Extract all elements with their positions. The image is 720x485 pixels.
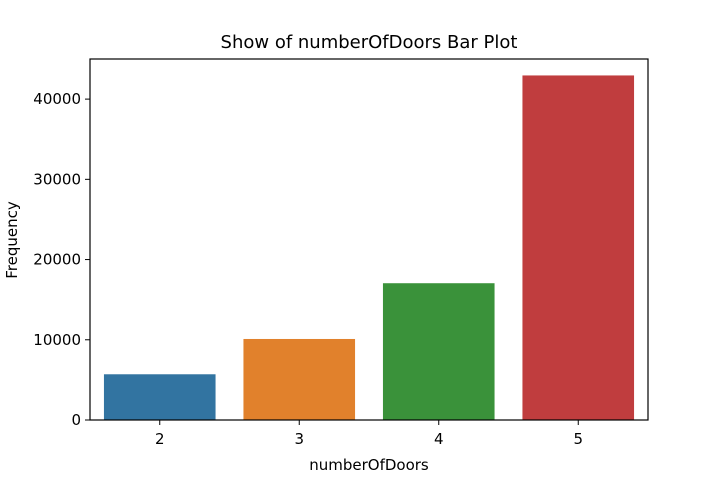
bar-3: [243, 338, 356, 420]
y-tick-label-40000: 40000: [33, 90, 81, 108]
x-tick-label-4: 4: [434, 430, 444, 448]
y-tick-label-20000: 20000: [33, 251, 81, 269]
y-axis: 0 10000 20000 30000 40000: [33, 90, 90, 429]
bar-5: [522, 75, 635, 420]
bars-group: [103, 75, 635, 420]
bar-2: [103, 374, 216, 420]
plot-frame: [89, 58, 649, 421]
x-tick-label-5: 5: [573, 430, 583, 448]
x-axis-label: numberOfDoors: [309, 456, 429, 474]
y-tick-label-0: 0: [71, 411, 81, 429]
chart-title: Show of numberOfDoors Bar Plot: [221, 32, 518, 53]
y-tick-label-10000: 10000: [33, 331, 81, 349]
x-axis: 2 3 4 5: [155, 420, 583, 448]
x-tick-label-2: 2: [155, 430, 165, 448]
y-tick-label-30000: 30000: [33, 170, 81, 188]
y-axis-label: Frequency: [3, 201, 21, 279]
bar-4: [382, 283, 495, 420]
x-tick-label-3: 3: [294, 430, 304, 448]
